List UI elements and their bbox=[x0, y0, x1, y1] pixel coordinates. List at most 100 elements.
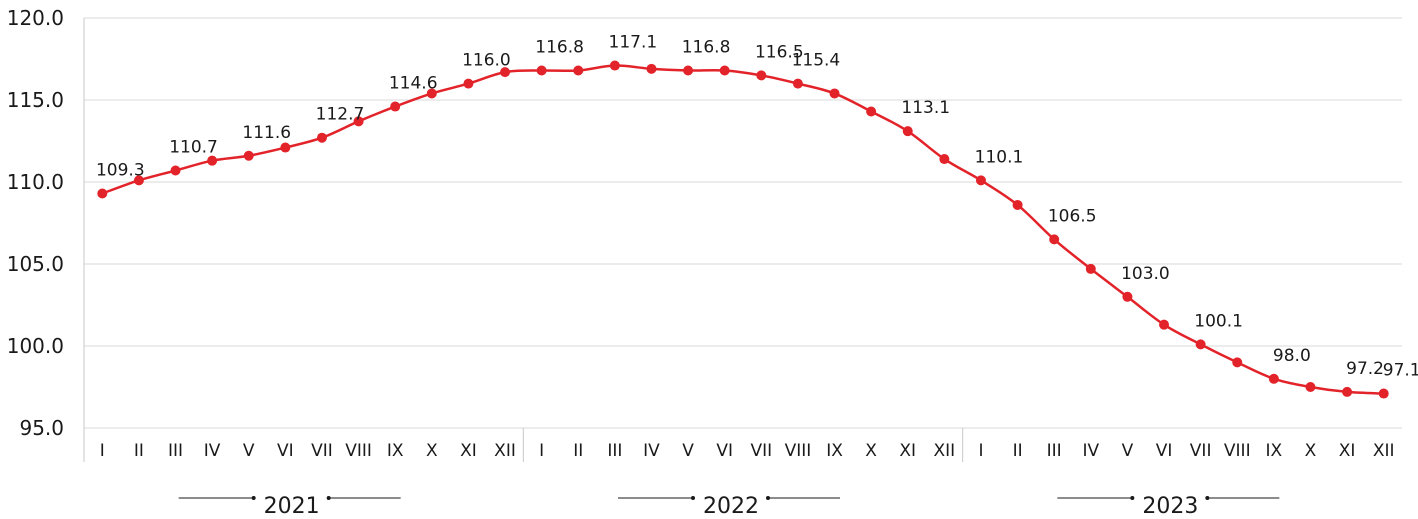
data-point bbox=[243, 150, 254, 161]
x-tick-label: VII bbox=[311, 441, 333, 461]
x-tick-label: III bbox=[607, 441, 622, 461]
x-tick-label: I bbox=[100, 441, 105, 461]
data-point bbox=[316, 132, 327, 143]
x-tick-label: VII bbox=[750, 441, 772, 461]
data-point bbox=[1195, 339, 1206, 350]
year-bracket-dot bbox=[326, 496, 331, 500]
data-label: 97.1 bbox=[1383, 361, 1418, 381]
data-point bbox=[1305, 382, 1316, 392]
x-tick-label: V bbox=[1122, 441, 1134, 461]
data-point bbox=[939, 154, 950, 165]
data-point bbox=[866, 106, 877, 117]
data-point bbox=[902, 126, 913, 137]
x-tick-label: IX bbox=[387, 441, 404, 461]
data-label: 103.0 bbox=[1121, 264, 1170, 284]
x-tick-label: III bbox=[1047, 441, 1062, 461]
data-label: 97.2 bbox=[1346, 359, 1384, 379]
data-label: 110.1 bbox=[975, 147, 1024, 167]
data-label: 116.8 bbox=[682, 37, 731, 57]
data-label: 114.6 bbox=[389, 74, 438, 94]
x-tick-label: X bbox=[865, 441, 877, 461]
data-label: 115.4 bbox=[792, 51, 841, 71]
x-tick-label: IV bbox=[204, 441, 221, 461]
data-point bbox=[609, 60, 620, 71]
x-tick-label: II bbox=[134, 441, 144, 461]
data-point bbox=[280, 142, 291, 153]
x-tick-label: XI bbox=[899, 441, 916, 461]
axes bbox=[83, 18, 964, 462]
data-point bbox=[97, 188, 108, 199]
data-point bbox=[1378, 388, 1389, 399]
data-point bbox=[1342, 386, 1353, 397]
x-tick-label: XI bbox=[460, 441, 477, 461]
x-tick-label: XI bbox=[1339, 441, 1356, 461]
data-point bbox=[133, 175, 144, 186]
year-bracket-dot bbox=[766, 496, 770, 500]
y-tick-label: 115.0 bbox=[7, 88, 64, 112]
x-tick-label: VIII bbox=[1224, 441, 1251, 461]
data-point bbox=[1122, 291, 1133, 302]
data-point bbox=[426, 88, 437, 99]
data-label: 116.5 bbox=[755, 42, 804, 62]
data-label: 117.1 bbox=[609, 33, 658, 53]
data-point bbox=[792, 78, 803, 89]
year-bracket-dot bbox=[251, 496, 256, 500]
x-tick-label: XII bbox=[934, 441, 956, 461]
data-point bbox=[719, 65, 730, 76]
x-tick-label: VI bbox=[277, 441, 294, 461]
data-label: 110.7 bbox=[169, 138, 218, 158]
data-point bbox=[829, 88, 840, 99]
data-point bbox=[1012, 199, 1023, 210]
year-label: 2021 bbox=[264, 494, 320, 519]
year-label: 2023 bbox=[1142, 494, 1198, 519]
y-tick-label: 105.0 bbox=[7, 252, 64, 276]
x-tick-label: V bbox=[682, 441, 694, 461]
data-label: 111.6 bbox=[242, 123, 291, 143]
x-tick-label: I bbox=[978, 441, 983, 461]
year-labels: 2021 2022 2023 bbox=[178, 494, 1280, 519]
y-tick-label: 110.0 bbox=[7, 170, 64, 194]
x-tick-label: III bbox=[168, 441, 183, 461]
data-label: 98.0 bbox=[1273, 346, 1311, 366]
series-line bbox=[97, 60, 1389, 399]
y-tick-label: 100.0 bbox=[7, 334, 64, 358]
data-point bbox=[573, 65, 584, 76]
x-tick-label: IV bbox=[643, 441, 660, 461]
data-point bbox=[463, 78, 474, 89]
x-tick-label: V bbox=[243, 441, 255, 461]
data-point bbox=[756, 70, 767, 81]
data-point bbox=[1268, 373, 1279, 384]
data-label: 100.1 bbox=[1194, 311, 1243, 331]
x-tick-label: IV bbox=[1082, 441, 1099, 461]
x-tick-label: IX bbox=[826, 441, 843, 461]
x-tick-label: VII bbox=[1190, 441, 1212, 461]
data-labels: 109.3 110.7 111.6 112.7 114.6 116.0 116.8 117.1… bbox=[96, 33, 1418, 381]
x-tick-label: VI bbox=[1156, 441, 1173, 461]
year-label: 2022 bbox=[703, 494, 759, 519]
x-tick-label: II bbox=[1013, 441, 1023, 461]
year-bracket-dot bbox=[1130, 496, 1135, 500]
data-point bbox=[1049, 234, 1060, 245]
x-tick-label: II bbox=[573, 441, 583, 461]
x-tick-label: I bbox=[539, 441, 544, 461]
data-label: 116.8 bbox=[535, 37, 584, 57]
data-point bbox=[1232, 357, 1243, 368]
data-point bbox=[390, 101, 401, 112]
data-point bbox=[683, 65, 694, 76]
x-axis-ticks: I II III IV V VI VII VIII IX X XI XII I II III IV V VI VII… bbox=[100, 441, 1395, 461]
data-point bbox=[207, 155, 218, 166]
y-tick-label: 120.0 bbox=[7, 6, 64, 30]
y-axis-ticks: 120.0 115.0 110.0 105.0 100.0 95.0 bbox=[7, 6, 64, 440]
x-tick-label: X bbox=[1305, 441, 1317, 461]
year-bracket-dot bbox=[691, 496, 695, 500]
data-label: 106.5 bbox=[1048, 206, 1097, 226]
x-tick-label: XII bbox=[1373, 441, 1395, 461]
x-tick-label: VIII bbox=[345, 441, 372, 461]
data-point bbox=[1085, 263, 1096, 274]
data-point bbox=[1159, 319, 1170, 330]
data-label: 116.0 bbox=[462, 51, 511, 71]
x-tick-label: X bbox=[426, 441, 438, 461]
gridlines bbox=[84, 17, 1402, 429]
data-point bbox=[500, 67, 511, 78]
